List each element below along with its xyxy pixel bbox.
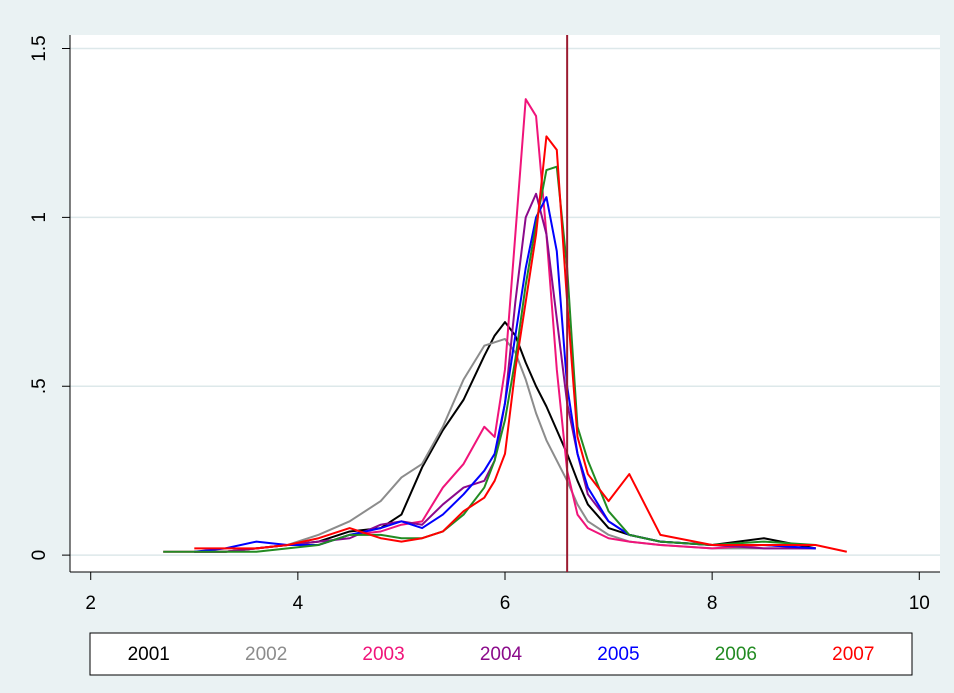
x-tick-label: 6 bbox=[500, 593, 511, 614]
legend-label: 2007 bbox=[832, 644, 874, 665]
series-line bbox=[194, 135, 848, 553]
plot-area bbox=[70, 35, 940, 572]
legend-label: 2002 bbox=[245, 644, 287, 665]
y-tick-label: 1 bbox=[29, 212, 50, 223]
y-tick-label: 1.5 bbox=[29, 35, 50, 61]
y-tick-label: 0 bbox=[29, 550, 50, 561]
legend-label: 2003 bbox=[362, 644, 404, 665]
x-tick-label: 2 bbox=[85, 593, 96, 614]
x-tick-label: 10 bbox=[909, 593, 930, 614]
legend-label: 2005 bbox=[597, 644, 639, 665]
x-tick-label: 4 bbox=[293, 593, 304, 614]
legend-label: 2001 bbox=[128, 644, 170, 665]
series-line bbox=[194, 321, 816, 553]
x-tick-label: 8 bbox=[707, 593, 718, 614]
y-tick-label: .5 bbox=[29, 378, 50, 394]
legend-label: 2006 bbox=[715, 644, 757, 665]
legend-label: 2004 bbox=[480, 644, 523, 665]
legend-box bbox=[89, 632, 913, 676]
series-line bbox=[163, 165, 816, 553]
